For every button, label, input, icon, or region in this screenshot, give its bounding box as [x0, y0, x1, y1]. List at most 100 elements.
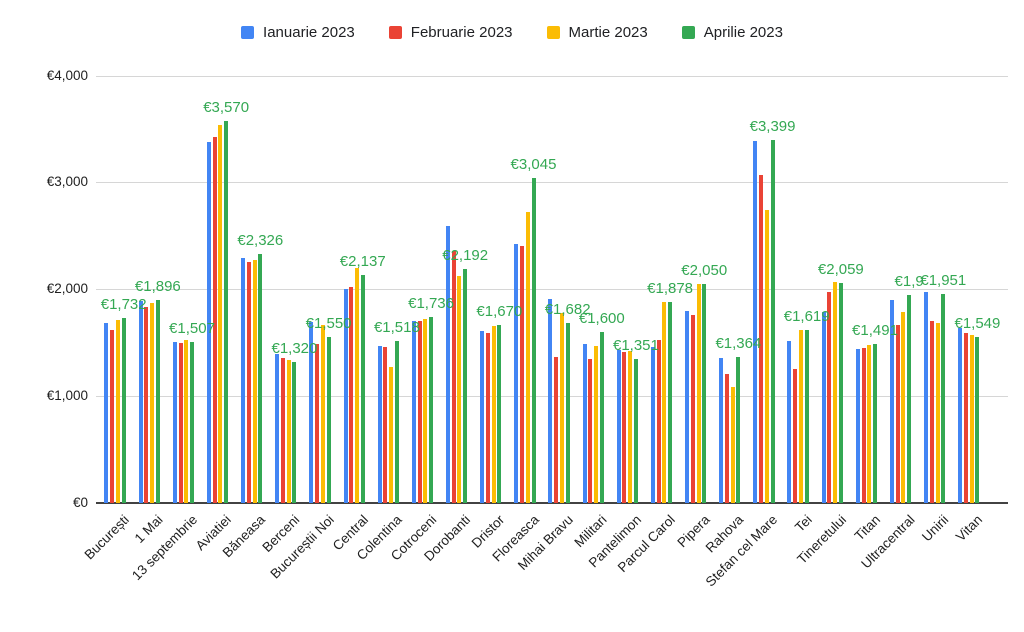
- bar-martie-2023[interactable]: [594, 345, 599, 503]
- bar-ianuarie-2023[interactable]: [309, 322, 314, 503]
- bar-februarie-2023[interactable]: [383, 347, 388, 503]
- bar-ianuarie-2023[interactable]: [275, 353, 280, 503]
- bar-martie-2023[interactable]: [423, 318, 428, 503]
- bar-februarie-2023[interactable]: [588, 358, 593, 503]
- bar-ianuarie-2023[interactable]: [719, 358, 724, 503]
- bar-aprilie-2023[interactable]: [565, 323, 570, 503]
- bar-februarie-2023[interactable]: [554, 357, 559, 503]
- bar-martie-2023[interactable]: [764, 210, 769, 503]
- bar-martie-2023[interactable]: [218, 124, 223, 503]
- bar-februarie-2023[interactable]: [451, 251, 456, 503]
- bar-februarie-2023[interactable]: [759, 175, 764, 503]
- bar-martie-2023[interactable]: [559, 313, 564, 503]
- bar-aprilie-2023[interactable]: [975, 337, 980, 503]
- bar-martie-2023[interactable]: [286, 359, 291, 503]
- bar-aprilie-2023[interactable]: [394, 340, 399, 503]
- bar-martie-2023[interactable]: [935, 322, 940, 503]
- bar-ianuarie-2023[interactable]: [753, 140, 758, 503]
- bar-aprilie-2023[interactable]: [121, 317, 126, 503]
- bar-ianuarie-2023[interactable]: [650, 346, 655, 503]
- bar-martie-2023[interactable]: [252, 260, 257, 503]
- bar-februarie-2023[interactable]: [520, 245, 524, 503]
- bar-ianuarie-2023[interactable]: [377, 346, 382, 503]
- bar-aprilie-2023[interactable]: [155, 300, 160, 503]
- bar-ianuarie-2023[interactable]: [206, 141, 211, 503]
- legend-item-martie-2023[interactable]: Martie 2023: [546, 24, 648, 41]
- bar-februarie-2023[interactable]: [861, 347, 866, 503]
- bar-aprilie-2023[interactable]: [429, 317, 434, 503]
- bar-ianuarie-2023[interactable]: [411, 321, 416, 503]
- bar-februarie-2023[interactable]: [622, 352, 627, 503]
- legend-item-februarie-2023[interactable]: Februarie 2023: [388, 24, 513, 41]
- bar-ianuarie-2023[interactable]: [480, 331, 485, 503]
- bar-ianuarie-2023[interactable]: [104, 323, 109, 503]
- bar-martie-2023[interactable]: [355, 268, 359, 503]
- bar-aprilie-2023[interactable]: [531, 177, 536, 503]
- bar-martie-2023[interactable]: [457, 276, 462, 503]
- bar-februarie-2023[interactable]: [690, 315, 695, 503]
- bar-februarie-2023[interactable]: [793, 368, 798, 503]
- bar-ianuarie-2023[interactable]: [241, 257, 246, 503]
- bar-martie-2023[interactable]: [833, 282, 838, 503]
- bar-martie-2023[interactable]: [901, 311, 906, 503]
- bar-martie-2023[interactable]: [115, 320, 120, 503]
- bar-februarie-2023[interactable]: [929, 320, 934, 503]
- bar-martie-2023[interactable]: [389, 367, 394, 503]
- bar-aprilie-2023[interactable]: [190, 341, 194, 503]
- bar-aprilie-2023[interactable]: [873, 343, 877, 503]
- bar-februarie-2023[interactable]: [656, 340, 661, 503]
- legend-item-aprilie-2023[interactable]: Aprilie 2023: [681, 24, 783, 41]
- bar-aprilie-2023[interactable]: [497, 324, 502, 503]
- bar-ianuarie-2023[interactable]: [582, 343, 587, 503]
- bar-aprilie-2023[interactable]: [941, 294, 946, 503]
- bar-aprilie-2023[interactable]: [668, 302, 673, 503]
- bar-februarie-2023[interactable]: [349, 287, 354, 503]
- bar-ianuarie-2023[interactable]: [172, 341, 177, 503]
- bar-ianuarie-2023[interactable]: [343, 288, 348, 503]
- bar-februarie-2023[interactable]: [280, 357, 285, 503]
- bar-ianuarie-2023[interactable]: [548, 299, 553, 503]
- bar-aprilie-2023[interactable]: [702, 283, 707, 503]
- bar-februarie-2023[interactable]: [963, 332, 968, 503]
- bar-martie-2023[interactable]: [798, 329, 803, 503]
- bar-aprilie-2023[interactable]: [804, 329, 809, 503]
- bar-martie-2023[interactable]: [184, 340, 189, 503]
- bar-ianuarie-2023[interactable]: [958, 328, 963, 503]
- bar-februarie-2023[interactable]: [895, 324, 900, 503]
- bar-aprilie-2023[interactable]: [224, 121, 229, 503]
- bar-ianuarie-2023[interactable]: [889, 300, 894, 503]
- bar-februarie-2023[interactable]: [485, 333, 490, 503]
- bar-martie-2023[interactable]: [491, 325, 496, 503]
- bar-aprilie-2023[interactable]: [907, 295, 912, 503]
- bar-aprilie-2023[interactable]: [258, 254, 263, 503]
- legend-item-ianuarie-2023[interactable]: Ianuarie 2023: [241, 24, 355, 41]
- bar-februarie-2023[interactable]: [417, 320, 422, 503]
- bar-februarie-2023[interactable]: [827, 291, 832, 503]
- bar-aprilie-2023[interactable]: [326, 337, 331, 503]
- bar-ianuarie-2023[interactable]: [787, 341, 792, 503]
- bar-martie-2023[interactable]: [969, 335, 974, 503]
- bar-martie-2023[interactable]: [150, 302, 155, 503]
- bar-martie-2023[interactable]: [662, 302, 667, 503]
- bar-februarie-2023[interactable]: [110, 329, 115, 503]
- bar-aprilie-2023[interactable]: [360, 274, 365, 503]
- bar-februarie-2023[interactable]: [178, 342, 183, 503]
- bar-martie-2023[interactable]: [628, 351, 633, 503]
- bar-martie-2023[interactable]: [696, 284, 701, 503]
- bar-ianuarie-2023[interactable]: [138, 301, 143, 503]
- bar-februarie-2023[interactable]: [212, 137, 217, 503]
- bar-aprilie-2023[interactable]: [736, 357, 741, 503]
- bar-ianuarie-2023[interactable]: [685, 311, 689, 503]
- bar-ianuarie-2023[interactable]: [855, 348, 860, 503]
- bar-aprilie-2023[interactable]: [292, 361, 297, 503]
- bar-martie-2023[interactable]: [867, 344, 872, 503]
- bar-aprilie-2023[interactable]: [770, 139, 775, 503]
- bar-februarie-2023[interactable]: [144, 307, 149, 503]
- bar-ianuarie-2023[interactable]: [514, 244, 519, 503]
- bar-februarie-2023[interactable]: [246, 261, 251, 503]
- bar-ianuarie-2023[interactable]: [445, 226, 450, 503]
- bar-ianuarie-2023[interactable]: [924, 292, 929, 503]
- bar-aprilie-2023[interactable]: [463, 268, 468, 503]
- bar-martie-2023[interactable]: [525, 211, 530, 503]
- bar-februarie-2023[interactable]: [724, 373, 729, 503]
